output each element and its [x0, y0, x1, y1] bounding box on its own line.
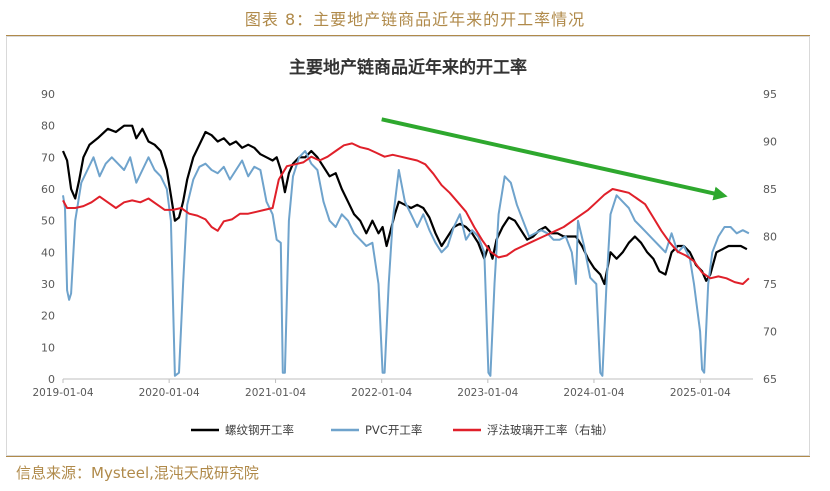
x-tick-label: 2023-01-04	[457, 387, 518, 399]
y-left-tick-label: 80	[41, 120, 55, 133]
y-left-tick-label: 40	[41, 246, 55, 259]
series-line-0	[61, 124, 748, 286]
y-right-tick-label: 90	[763, 136, 777, 149]
x-tick-label: 2021-01-04	[245, 387, 306, 399]
x-tick-label: 2020-01-04	[139, 387, 200, 399]
y-left-tick-label: 90	[41, 88, 55, 101]
figure-caption: 图表 8：主要地产链商品近年来的开工率情况	[244, 10, 586, 29]
series-line-1	[62, 150, 750, 377]
series-group	[61, 124, 750, 377]
chart-title: 主要地产链商品近年来的开工率	[289, 57, 527, 78]
legend: 螺纹钢开工率 PVC开工率 浮法玻璃开工率（右轴）	[191, 423, 614, 437]
legend-label-1: PVC开工率	[365, 423, 422, 437]
source-note: 信息来源：Mysteel,混沌天成研究院	[16, 464, 259, 482]
axes-group: 0 10 20 30 40 50 60 70 80 90 65 70 75 80 85 90 95 2019-01…	[32, 88, 777, 399]
y-left-tick-label: 50	[41, 215, 55, 228]
y-right-tick-label: 85	[763, 183, 777, 196]
y-right-tick-label: 95	[763, 88, 777, 101]
trend-arrow	[381, 117, 728, 201]
y-right-tick-label: 75	[763, 278, 777, 291]
y-left-tick-label: 10	[41, 341, 55, 354]
y-left-tick-label: 0	[48, 373, 55, 386]
annotation-group	[381, 117, 728, 201]
y-left-tick-label: 20	[41, 310, 55, 323]
x-tick-label: 2019-01-04	[32, 387, 93, 399]
x-tick-label: 2025-01-04	[670, 387, 731, 399]
x-tick-label: 2022-01-04	[351, 387, 412, 399]
chart-container: 主要地产链商品近年来的开工率 0 10 20 30 40 50 60 70 80 90 65 70 75…	[6, 36, 810, 456]
y-right-tick-label: 70	[763, 326, 777, 339]
legend-label-2: 浮法玻璃开工率（右轴）	[487, 423, 614, 437]
source-divider	[6, 456, 810, 457]
x-tick-label: 2024-01-04	[563, 387, 624, 399]
legend-label-0: 螺纹钢开工率	[225, 423, 294, 437]
line-chart: 主要地产链商品近年来的开工率 0 10 20 30 40 50 60 70 80 90 65 70 75…	[6, 36, 810, 456]
y-left-tick-label: 60	[41, 183, 55, 196]
series-line-2	[62, 142, 750, 285]
y-right-tick-label: 65	[763, 373, 777, 386]
y-left-tick-label: 30	[41, 278, 55, 291]
y-right-tick-label: 80	[763, 231, 777, 244]
y-left-tick-label: 70	[41, 151, 55, 164]
caption-divider	[6, 35, 810, 36]
